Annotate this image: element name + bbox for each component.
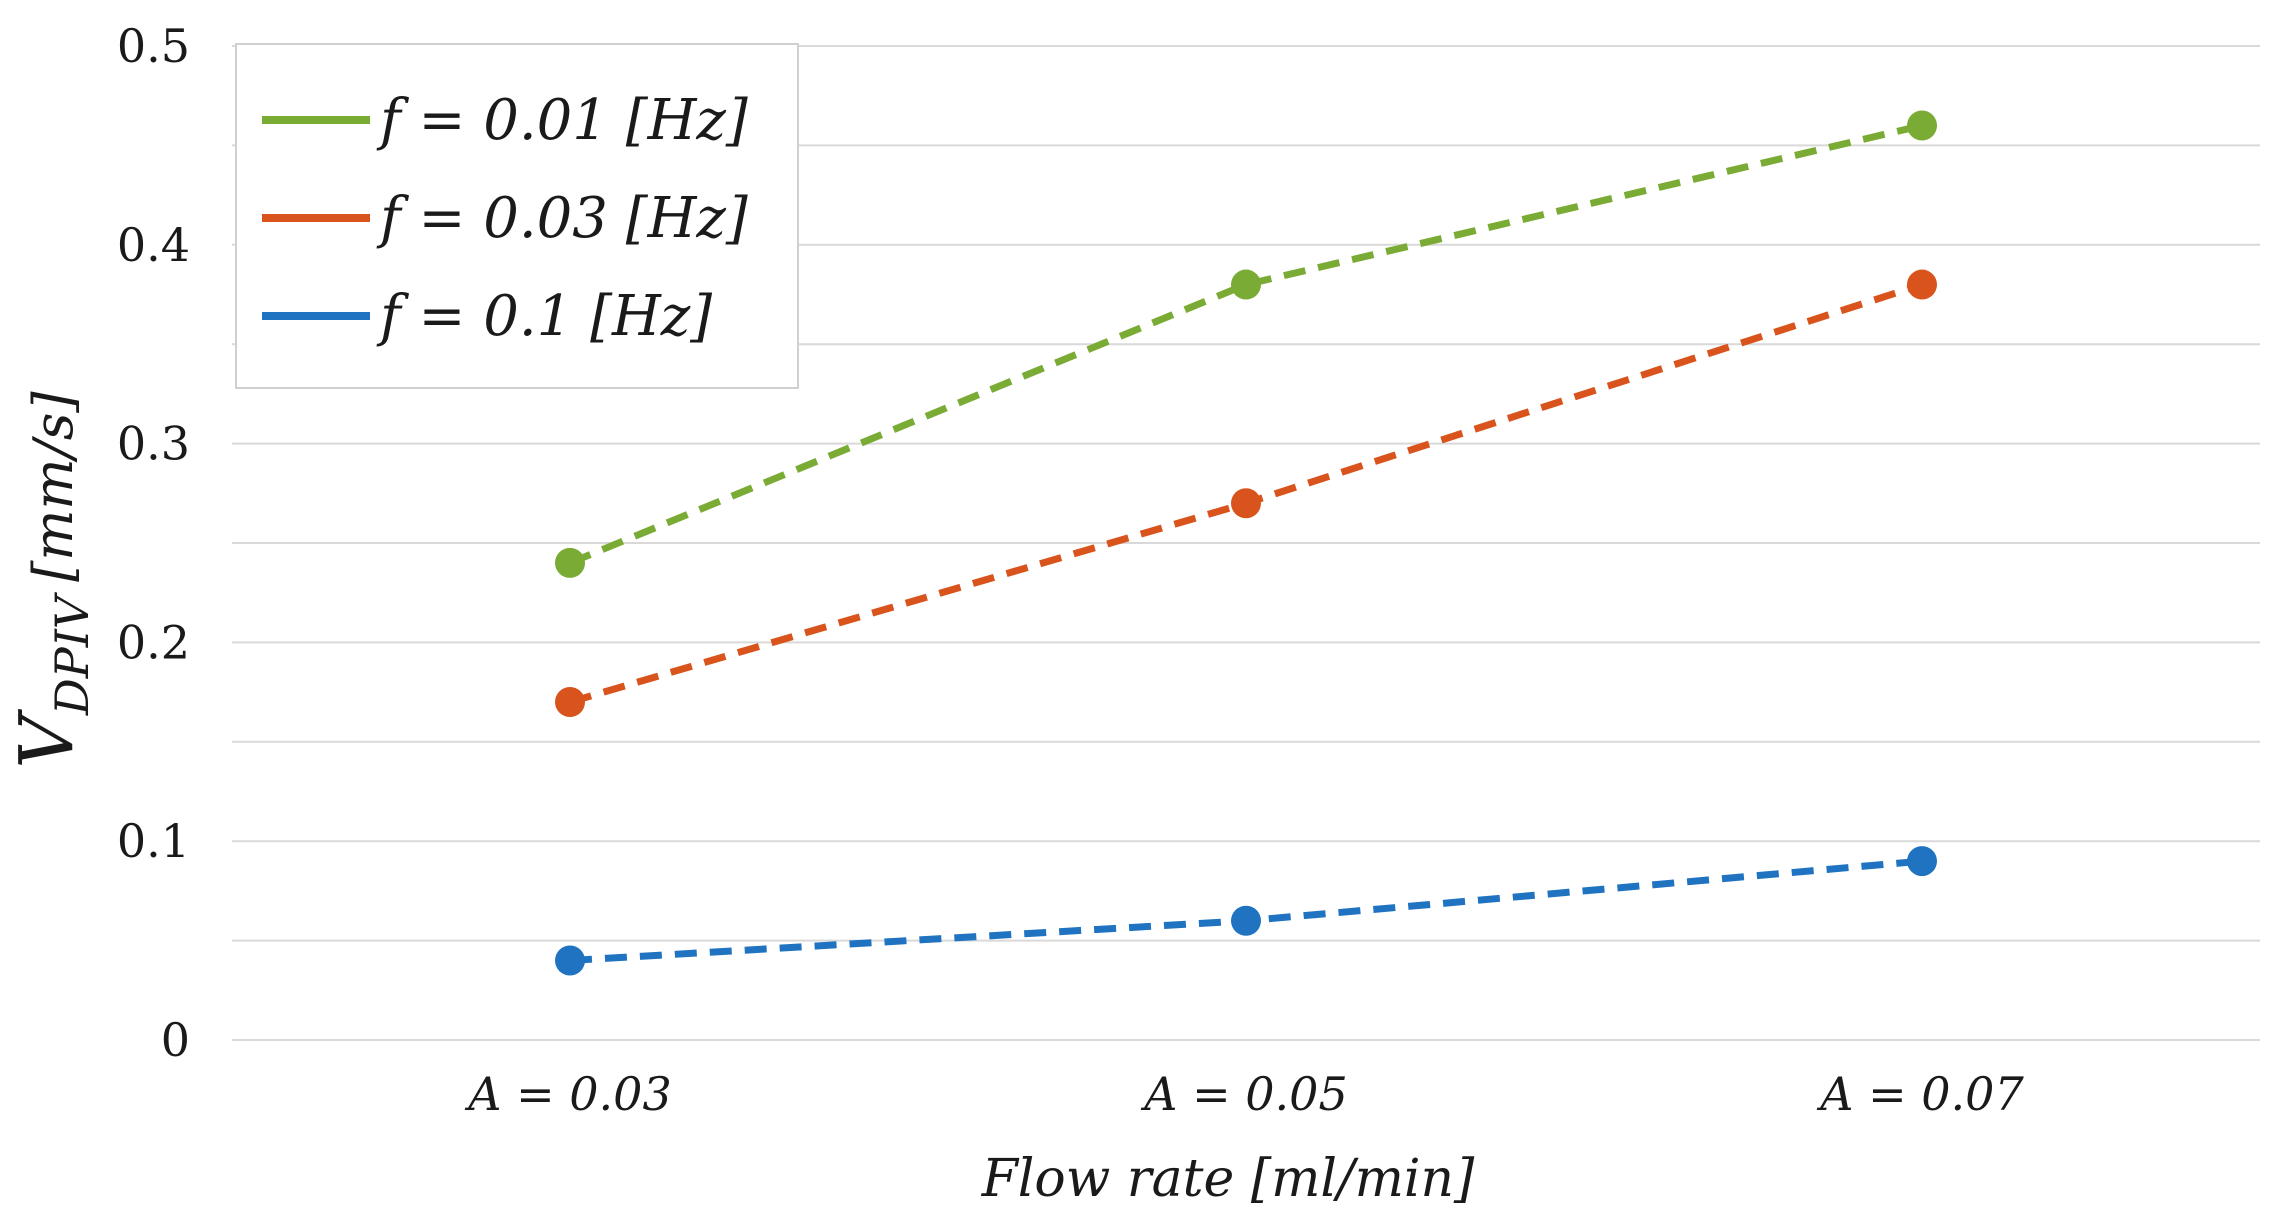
data-point [555,687,585,718]
data-series [555,110,1937,976]
x-tick-label: A = 0.05 [1140,1067,1347,1121]
y-tick-label: 0.3 [117,417,190,471]
y-axis-title-unit: [mm/s] [22,391,85,582]
y-tick-label: 0.2 [117,615,190,669]
x-axis-title: Flow rate [ml/min] [981,1149,1475,1209]
y-tick-label: 0 [161,1013,190,1067]
y-tick-label: 0.1 [117,814,190,868]
y-tick-label: 0.5 [117,19,190,73]
data-point [1231,905,1261,936]
y-axis-title-main: V [4,709,90,769]
legend-label: f = 0.01 [Hz] [376,88,748,153]
y-axis-title: VDPIV [mm/s] [4,391,99,769]
x-tick-label: A = 0.03 [464,1067,671,1121]
svg-text:VDPIV[mm/s]: VDPIV [mm/s] [4,391,99,769]
legend-label: f = 0.1 [Hz] [376,284,712,349]
data-point [1907,846,1937,877]
data-point [555,945,585,976]
data-point [1907,269,1937,300]
data-point [1907,110,1937,141]
series-1 [555,110,1937,578]
x-axis-ticks: A = 0.03 A = 0.05 A = 0.07 [464,1067,2024,1121]
y-axis-title-subscript: DPIV [45,591,99,716]
data-point [1231,488,1261,519]
legend-label: f = 0.03 [Hz] [376,186,748,251]
data-point [1231,269,1261,300]
y-tick-label: 0.4 [117,218,190,272]
y-axis-ticks: 0 0.1 0.2 0.3 0.4 0.5 [117,19,190,1067]
series-line [568,122,1923,567]
series-2 [555,269,1937,718]
legend: f = 0.01 [Hz] f = 0.03 [Hz] f = 0.1 [Hz] [235,43,799,389]
data-point [555,547,585,578]
x-tick-label: A = 0.07 [1816,1067,2024,1121]
series-3 [555,846,1937,976]
